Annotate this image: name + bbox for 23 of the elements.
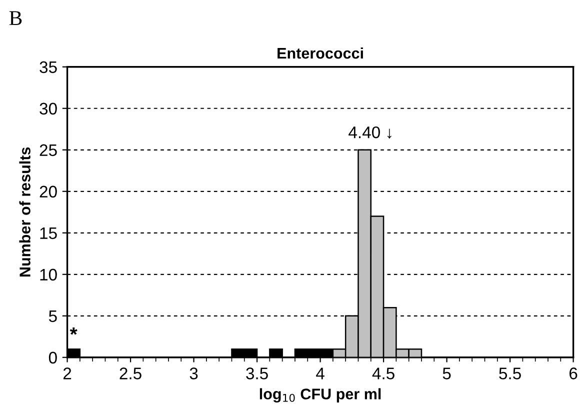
- x-tick-label: 3.5: [246, 368, 268, 380]
- y-tick-label: 20: [40, 186, 57, 198]
- x-tick-label: 3: [190, 368, 198, 380]
- x-tick-label: 5.5: [499, 368, 521, 380]
- chart-title: Enterococci: [278, 47, 363, 59]
- x-tick-label: 2: [63, 368, 72, 380]
- x-tick-label: 4.5: [372, 368, 394, 380]
- annotation: *: [70, 328, 78, 335]
- x-tick-label: 5: [442, 368, 451, 380]
- x-tick-label: 2.5: [120, 368, 142, 380]
- y-tick-label: 25: [40, 144, 57, 156]
- annotation: 4.40 ↓: [348, 126, 392, 139]
- y-axis-title: Number of results: [19, 147, 30, 276]
- text: B: [9, 11, 22, 25]
- y-tick-label: 0: [48, 352, 57, 364]
- y-tick-label: 10: [40, 268, 57, 281]
- y-tick-label: 35: [40, 61, 57, 74]
- x-axis-title: log$_{10}$ CFU per ml: [260, 388, 381, 403]
- y-tick-label: 30: [40, 102, 57, 115]
- y-tick-label: 15: [40, 227, 57, 240]
- y-tick-label: 5: [48, 310, 57, 322]
- x-tick-label: 4: [316, 368, 324, 380]
- x-tick-label: 6: [570, 368, 578, 380]
